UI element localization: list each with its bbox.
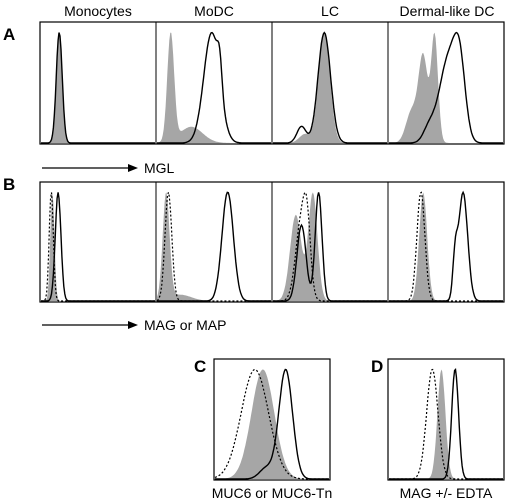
histogram-filled-b-0: [41, 192, 155, 301]
panel-b-axis-label: MAG or MAP: [144, 317, 226, 333]
column-title-monocytes: Monocytes: [64, 3, 132, 19]
column-title-lc: LC: [321, 3, 339, 19]
histogram-solid-a-3: [389, 31, 503, 144]
panel-c-axis-label: MUC6 or MUC6-Tn: [212, 485, 333, 501]
histogram-filled-b-2: [273, 192, 387, 301]
histogram-dotted-b-3: [389, 191, 503, 302]
panel-c-frame: [213, 358, 331, 481]
histogram-solid-b-2: [273, 192, 387, 302]
histogram-dotted-d-0: [389, 368, 503, 480]
histogram-filled-b-3: [389, 192, 503, 301]
column-title-modc: MoDC: [194, 3, 234, 19]
panel-letter-c: C: [194, 357, 206, 376]
histogram-layer: [41, 31, 503, 480]
panel-d-frame: [387, 358, 505, 481]
histogram-filled-a-3: [389, 32, 503, 143]
histogram-solid-b-3: [389, 190, 503, 302]
panel-letter-a: A: [3, 25, 15, 44]
histogram-filled-b-1: [157, 192, 271, 301]
panel-letter-b: B: [3, 175, 15, 194]
histogram-filled-c-0: [215, 369, 329, 479]
histogram-solid-a-1: [157, 31, 271, 144]
histogram-solid-b-1: [157, 191, 271, 302]
panel-d-axis-label: MAG +/- EDTA: [400, 485, 493, 501]
histogram-filled-d-0: [389, 369, 503, 479]
histogram-filled-a-2: [273, 32, 387, 143]
histogram-solid-c-0: [215, 368, 329, 480]
histogram-solid-a-2: [273, 31, 387, 144]
panel-a-axis-label: MGL: [144, 160, 175, 176]
histogram-solid-a-0: [41, 32, 155, 144]
panel-a-axis-arrow-head: [128, 164, 138, 172]
histogram-dotted-b-1: [156, 192, 271, 302]
histogram-dotted-b-0: [41, 192, 155, 302]
histogram-filled-a-1: [157, 32, 271, 143]
histogram-solid-b-0: [41, 192, 155, 302]
histogram-solid-d-0: [389, 367, 503, 480]
panel-b-axis-arrow-head: [128, 321, 138, 329]
column-title-dermal-like-dc: Dermal-like DC: [400, 3, 495, 19]
panel-letter-d: D: [371, 357, 383, 376]
